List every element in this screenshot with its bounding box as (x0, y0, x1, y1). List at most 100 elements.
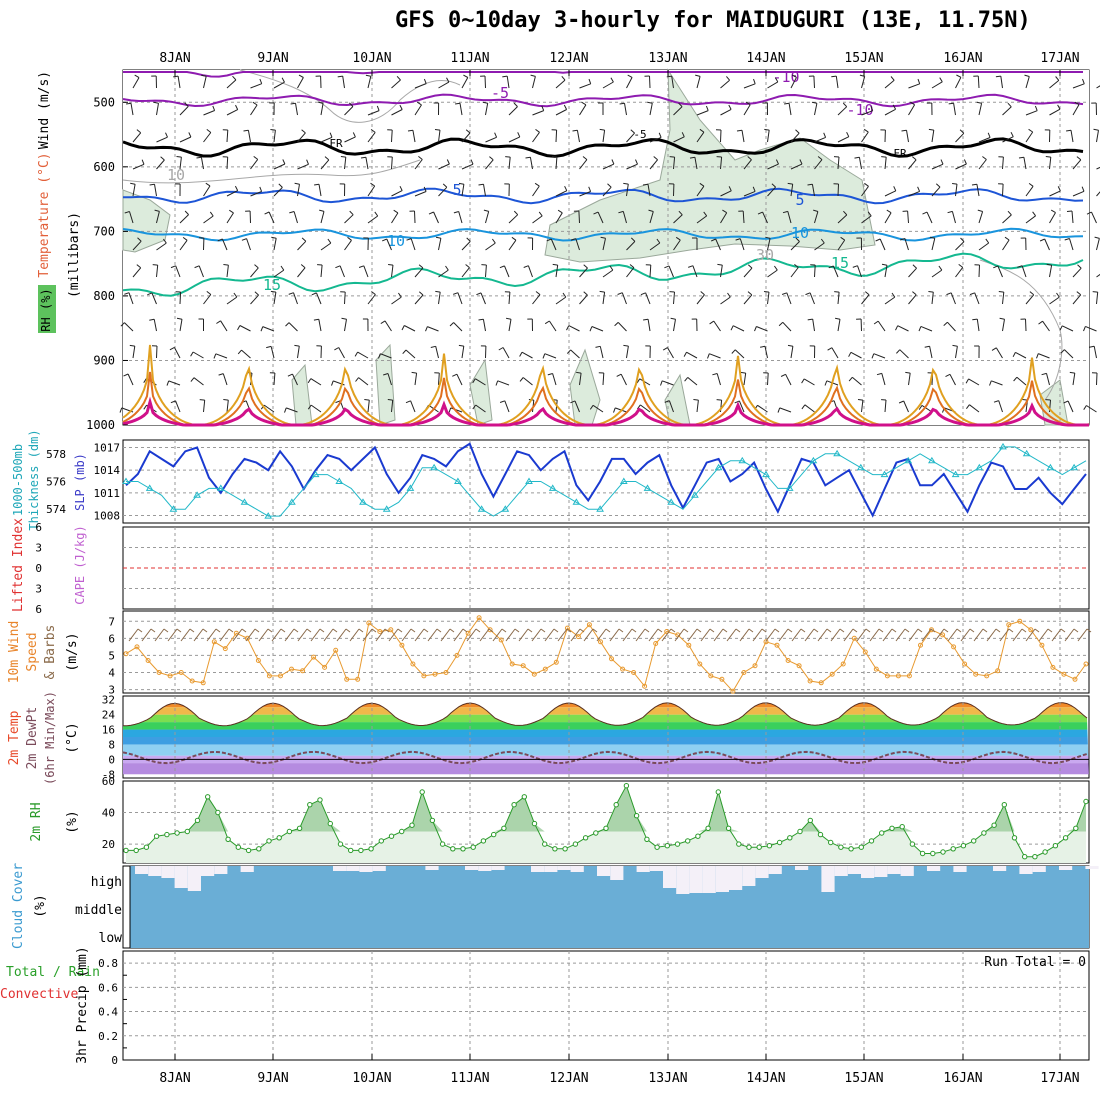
temp-band (123, 763, 1089, 775)
wind-barb-flag (703, 211, 708, 217)
wind-barb-flag (678, 102, 683, 107)
wind-barb (484, 75, 486, 89)
wind-barb-flag (773, 265, 778, 271)
wind-barb (459, 103, 463, 116)
wind-barb (132, 346, 136, 359)
cloud-high-bar (702, 866, 716, 893)
wind-barb (857, 265, 862, 278)
wind-barb (293, 211, 298, 224)
wind-barb-flag (875, 238, 881, 242)
wind-barb-flag (446, 77, 450, 83)
rh-marker (460, 846, 466, 852)
rh-marker (776, 839, 783, 846)
wind-barb (273, 130, 276, 143)
precip-tick-label: 0.8 (98, 957, 118, 970)
wind-barb (497, 380, 510, 386)
wind-barb-flag (623, 344, 629, 347)
wind-barb-flag (918, 405, 923, 410)
rh-marker (1042, 849, 1048, 855)
rh-marker (164, 831, 170, 838)
wind-barb-flag (1076, 156, 1082, 161)
wind-barb (297, 163, 309, 170)
wind-speed-marker (1006, 622, 1012, 628)
wind-barb (579, 267, 588, 278)
wind-barb (591, 326, 604, 332)
surface-wind-barb (141, 628, 152, 642)
cloud-high-bar (201, 866, 215, 876)
wind-barb (1002, 183, 1004, 197)
wind-barb (696, 294, 705, 305)
rh-marker (868, 838, 875, 844)
wind-speed-marker (642, 683, 648, 689)
thickness-marker (311, 470, 320, 478)
thickness-marker (738, 456, 747, 464)
wind-barb (694, 157, 698, 170)
wind-barb (391, 129, 393, 143)
wind-barb-flag (1082, 78, 1085, 84)
wind-barb (602, 269, 614, 278)
wind-speed-marker (421, 673, 427, 679)
wind-barb-flag (901, 129, 907, 132)
wind-barb (273, 163, 286, 170)
wind-barb (1072, 83, 1085, 89)
wind-barb-flag (234, 185, 239, 191)
wind-barb-flag (977, 209, 983, 212)
wind-barb (1096, 130, 1099, 143)
wind-ylabel-4: (m/s) (65, 632, 80, 671)
wind-barb-flag (782, 210, 788, 214)
wind-barb-flag (985, 238, 990, 244)
wind-barb (858, 157, 862, 170)
wind-barb-flag (662, 347, 668, 351)
wind-barb (814, 264, 816, 278)
rh-marker (378, 838, 384, 844)
wind-barb (814, 159, 823, 170)
wind-barb-flag (948, 102, 954, 105)
wind-barb-flag (544, 320, 550, 325)
wind-barb-flag (1028, 182, 1034, 187)
wind-barb (1002, 156, 1004, 170)
wind-barb (602, 163, 615, 170)
wind-barb (592, 404, 604, 413)
wind-barb-flag (371, 291, 376, 295)
wind-barb (1096, 292, 1099, 305)
wind-ylabel-3: & Barbs (43, 625, 58, 680)
wind-barb-flag (517, 132, 521, 138)
wind-barb (132, 240, 142, 251)
wind-barb-flag (435, 290, 441, 293)
surface-wind-barb (375, 628, 386, 642)
rh-marker (633, 813, 640, 819)
wind-barb (884, 190, 897, 197)
wind-barb (433, 211, 439, 224)
wind-barb-flag (636, 404, 641, 410)
rh-marker (715, 789, 721, 795)
wind-barb-flag (781, 292, 787, 295)
wind-barb-flag (448, 407, 452, 413)
wind-speed-marker (311, 654, 317, 660)
wind-barb (602, 186, 612, 197)
wind-barb (250, 191, 262, 197)
wind-barb (851, 376, 862, 386)
wind-barb (320, 242, 332, 251)
thickness-marker (548, 484, 557, 491)
thickness-marker (382, 505, 391, 512)
wind-barb (461, 132, 471, 143)
wind-barb (837, 136, 850, 143)
thickness-marker (714, 463, 723, 471)
wind-barb-flag (534, 182, 540, 187)
wind-barb-flag (969, 292, 975, 296)
thickness-marker (833, 449, 841, 457)
wind-barb-flag (828, 265, 834, 269)
wind-barb (250, 159, 259, 170)
wind-barb (786, 292, 792, 305)
wind-barb (1064, 349, 1074, 359)
thickness-marker (596, 505, 604, 512)
isotherm-label: 5 (795, 191, 804, 209)
wind-barb-flag (946, 292, 952, 296)
wind-barb-flag (289, 211, 295, 214)
wind-speed-marker (244, 635, 250, 641)
surface-wind-barb-flag (371, 628, 377, 633)
wind-barb-flag (259, 186, 263, 192)
wind-barb-flag (918, 326, 922, 332)
thickness-marker (430, 463, 438, 471)
wind-barb-flag (820, 238, 825, 244)
